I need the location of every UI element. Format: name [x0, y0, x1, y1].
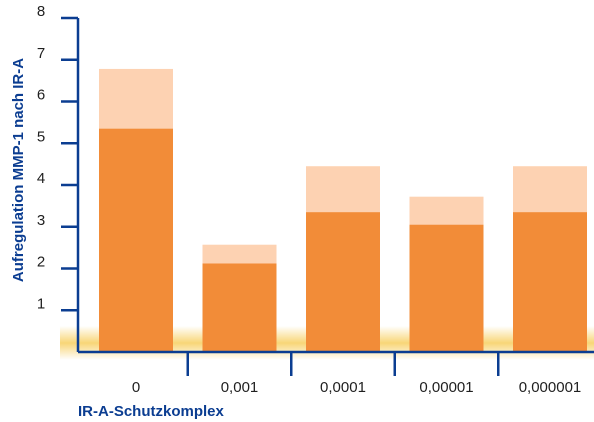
- x-tick-label: 0,001: [221, 379, 259, 396]
- bar-upper-segment: [513, 166, 587, 213]
- bars-group: [99, 68, 587, 352]
- x-tick-label: 0,000001: [519, 379, 582, 396]
- y-tick-label: 3: [37, 212, 45, 229]
- x-tick-label: 0,00001: [419, 379, 473, 396]
- axes-group: [61, 16, 594, 376]
- y-tick-label: 1: [37, 295, 45, 312]
- bar-upper-segment: [99, 68, 173, 129]
- bar-upper-segment: [409, 196, 484, 225]
- y-tick-label: 6: [37, 87, 45, 104]
- y-tick-label: 4: [37, 170, 45, 187]
- bar-lower-segment: [99, 128, 173, 352]
- labels-group: 0 0,001 0,0001 0,00001 0,000001 1 2 3 4 5 6 7 8: [37, 3, 581, 396]
- y-tick-label: 7: [37, 45, 45, 62]
- x-tick-label: 0,0001: [320, 379, 366, 396]
- bar-lower-segment: [513, 212, 587, 352]
- y-tick-label: 2: [37, 254, 45, 271]
- bar-upper-segment: [306, 166, 380, 213]
- bar-lower-segment: [202, 263, 277, 352]
- bar-upper-segment: [202, 244, 277, 264]
- y-axis-title: Aufregulation MMP-1 nach IR-A: [10, 58, 27, 282]
- x-tick-label: 0: [132, 379, 140, 396]
- y-tick-label: 5: [37, 128, 45, 145]
- bar-lower-segment: [409, 224, 484, 352]
- y-tick-label: 8: [37, 3, 45, 20]
- bar-lower-segment: [306, 212, 380, 352]
- x-axis-title: IR-A-Schutzkomplex: [78, 403, 225, 420]
